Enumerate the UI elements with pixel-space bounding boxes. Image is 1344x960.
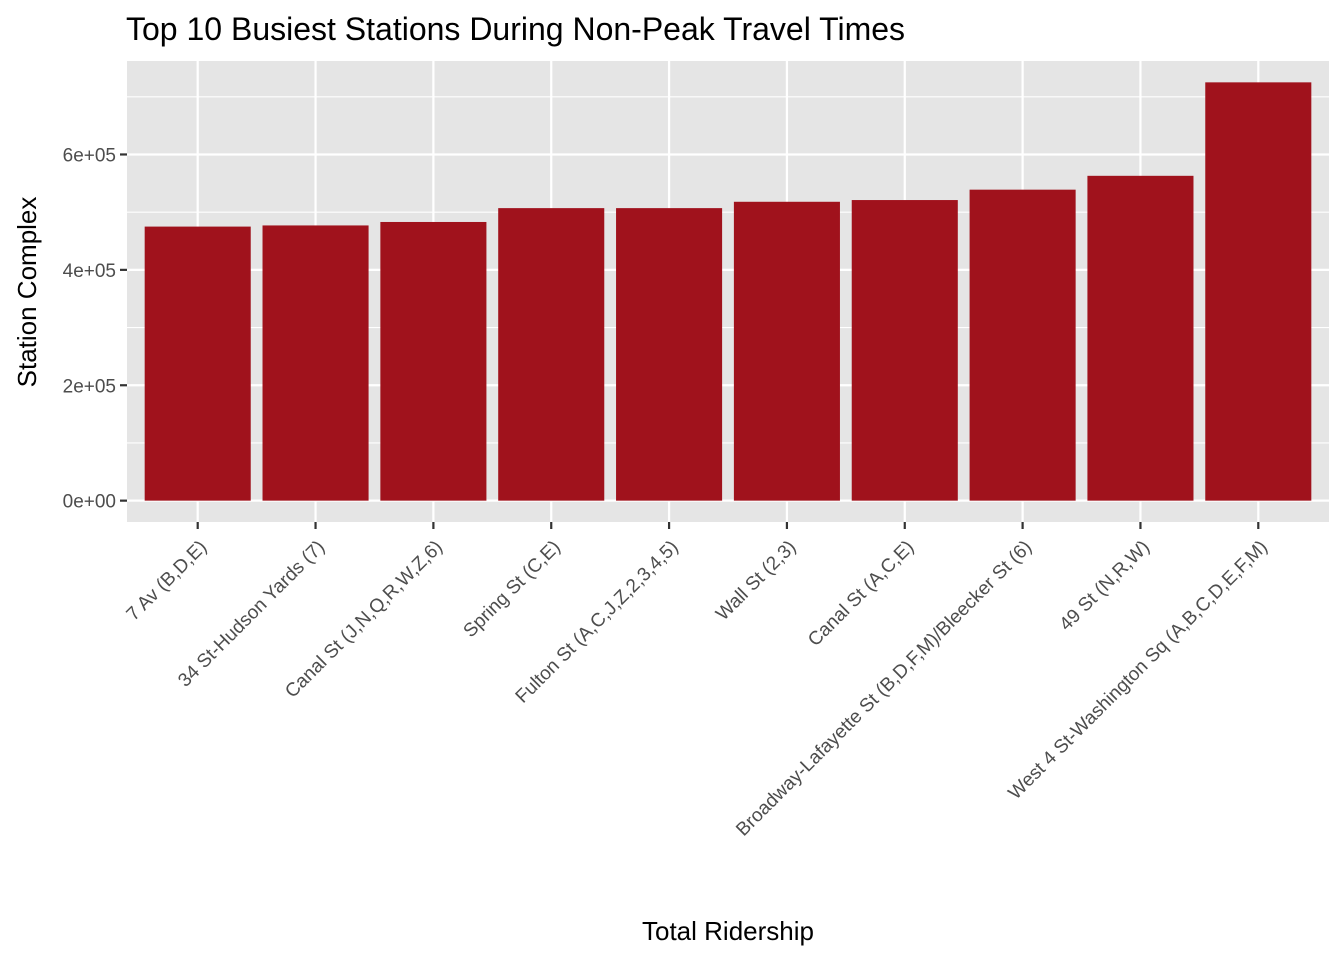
y-tick-label: 0e+00 (63, 492, 116, 513)
bar (851, 200, 958, 501)
x-tick-label: West 4 St-Washington Sq (A,B,C,D,E,F,M) (1005, 537, 1272, 804)
x-tick-label: 7 Av (B,D,E) (123, 537, 212, 626)
bar (616, 208, 723, 501)
bars (144, 82, 1312, 501)
x-tick-label: Spring St (C,E) (460, 537, 565, 642)
bar (733, 201, 840, 501)
bar (262, 225, 369, 501)
bar (380, 221, 487, 501)
chart-title: Top 10 Busiest Stations During Non-Peak … (126, 11, 905, 47)
bar (1087, 175, 1194, 501)
x-axis-title: Total Ridership (642, 916, 814, 946)
y-axis-title: Station Complex (12, 197, 42, 388)
x-tick-label: Canal St (A,C,E) (804, 537, 918, 651)
y-tick-label: 6e+05 (63, 145, 116, 166)
bar (498, 208, 605, 501)
bar (144, 226, 251, 501)
bar (1205, 82, 1312, 501)
y-tick-label: 2e+05 (63, 376, 116, 397)
y-tick-label: 4e+05 (63, 261, 116, 282)
x-tick-label: Wall St (2,3) (712, 537, 800, 625)
x-tick-label: 49 St (N,R,W) (1056, 537, 1154, 635)
x-axis: 7 Av (B,D,E)34 St-Hudson Yards (7)Canal … (123, 522, 1272, 840)
bar (969, 189, 1076, 501)
y-axis: 0e+00 2e+05 4e+05 6e+05 (63, 145, 127, 513)
